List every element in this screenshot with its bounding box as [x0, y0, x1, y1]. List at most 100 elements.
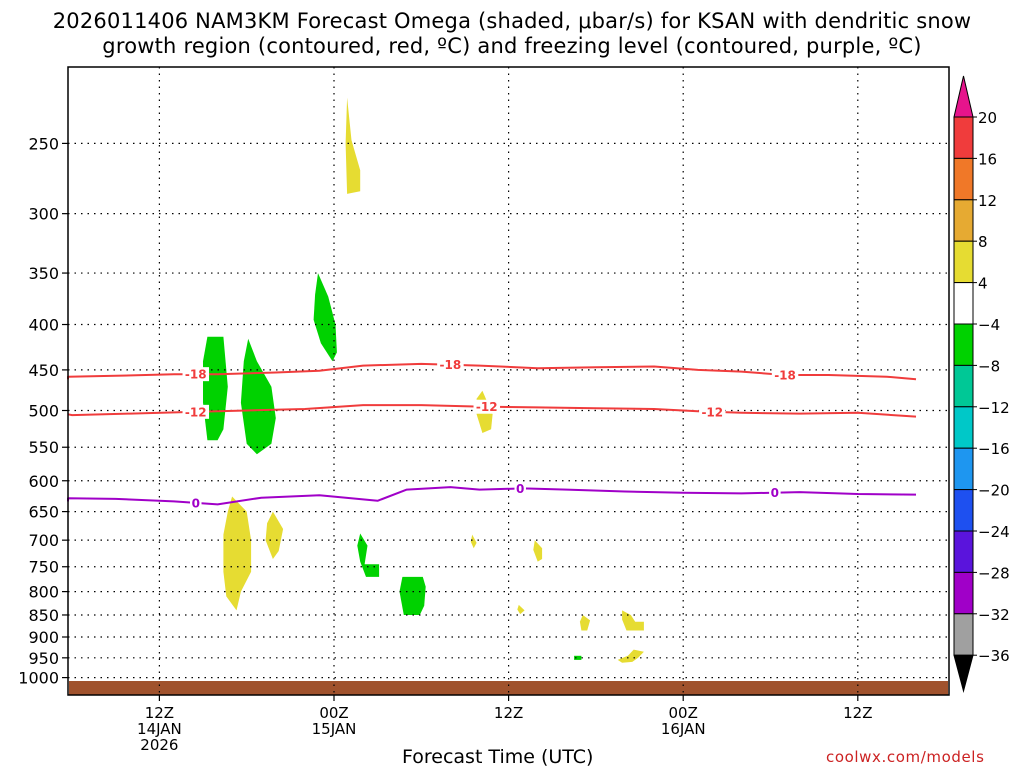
y-tick-label-500: 500 — [28, 402, 59, 421]
colorbar-segment-6 — [953, 364, 974, 408]
contour-label-dgz_-18: -18 — [185, 368, 207, 382]
colorbar-label: 16 — [978, 150, 997, 168]
y-tick-label-650: 650 — [28, 503, 59, 522]
y-tick-label-300: 300 — [28, 205, 59, 224]
omega-region-downward-1 — [345, 97, 361, 194]
omega-region-downward-8 — [579, 615, 591, 631]
y-axis-pressure: 250 300 350 400 450 500 550 600 650 700 750 800 850 9… — [18, 134, 68, 688]
omega-colorbar: 20 16 12 8 4 −4 −8 −12 −16 −20 −24 −28 −32 −36 — [953, 75, 1010, 693]
omega-region-downward-10 — [617, 649, 644, 663]
y-tick-label-600: 600 — [28, 472, 59, 491]
colorbar-label: 8 — [978, 233, 988, 251]
ground-surface — [69, 681, 948, 695]
x-tick-label: 2026 — [140, 736, 178, 754]
colorbar-label: −32 — [978, 606, 1010, 624]
colorbar-top-arrow — [953, 75, 974, 118]
omega-region-downward-3 — [223, 496, 252, 611]
x-tick-label: 00Z — [669, 704, 698, 722]
omega-shaded-regions — [203, 97, 644, 663]
colorbar-label: −8 — [978, 357, 1000, 375]
contour-freezing_0 — [67, 486, 917, 506]
colorbar-label: −28 — [978, 564, 1010, 582]
y-tick-label-700: 700 — [28, 531, 59, 550]
omega-region-upward-4 — [357, 533, 380, 577]
chart-title-line-2: growth region (contoured, red, ºC) and f… — [102, 34, 922, 58]
grid-lines — [68, 67, 949, 695]
colorbar-label: −24 — [978, 523, 1010, 541]
contour-label-bg — [182, 367, 210, 382]
y-tick-label-950: 950 — [28, 649, 59, 668]
contour-label-dgz_-18: -18 — [774, 369, 796, 383]
y-tick-label-450: 450 — [28, 361, 59, 380]
colorbar-segment-5 — [953, 323, 974, 366]
omega-region-downward-9 — [622, 610, 644, 631]
contour-label-dgz_-12: -12 — [701, 405, 723, 419]
contour-label-bg — [769, 485, 781, 500]
colorbar-segment-11 — [953, 571, 974, 615]
contour-label-dgz_-12: -12 — [476, 400, 498, 414]
colorbar-segment-8 — [953, 447, 974, 491]
y-tick-label-250: 250 — [28, 134, 59, 153]
y-tick-label-850: 850 — [28, 606, 59, 625]
contour-label-dgz_-18: -18 — [440, 358, 462, 372]
colorbar-label: −16 — [978, 440, 1010, 458]
colorbar-bottom-arrow — [953, 654, 974, 693]
contour-label-bg — [771, 368, 799, 383]
colorbar-label: 12 — [978, 192, 997, 210]
y-tick-label-900: 900 — [28, 628, 59, 647]
colorbar-segment-3 — [953, 240, 974, 284]
chart-title-line-1: 2026011406 NAM3KM Forecast Omega (shaded… — [52, 9, 972, 33]
y-tick-label-350: 350 — [28, 264, 59, 283]
omega-region-downward-6 — [533, 540, 543, 562]
colorbar-segment-9 — [953, 489, 974, 532]
colorbar-segment-10 — [953, 530, 974, 573]
omega-region-upward-3 — [313, 273, 337, 362]
colorbar-label: 4 — [978, 275, 988, 293]
colorbar-label: −36 — [978, 647, 1010, 665]
omega-region-upward-2 — [240, 338, 276, 455]
x-tick-label: 00Z — [319, 704, 348, 722]
omega-region-downward-4 — [265, 511, 284, 559]
temperature-contours: -18 -18 -18 -12 -12 -12 0 0 0 — [67, 357, 917, 510]
colorbar-segment-2 — [953, 199, 974, 242]
credit-link[interactable]: coolwx.com/models — [826, 748, 985, 766]
colorbar-label: −12 — [978, 399, 1010, 417]
contour-label-bg — [437, 357, 464, 372]
colorbar-label: −20 — [978, 482, 1010, 500]
y-tick-label-750: 750 — [28, 558, 59, 577]
y-tick-label-400: 400 — [28, 316, 59, 335]
omega-region-downward-5 — [470, 534, 477, 549]
omega-region-upward-5 — [399, 576, 426, 615]
contour-label-dgz_-12: -12 — [185, 405, 207, 419]
omega-region-upward-6 — [574, 655, 582, 660]
x-tick-label: 14JAN — [137, 720, 182, 738]
contour-label-freezing_0: 0 — [771, 486, 779, 500]
omega-region-downward-7 — [517, 604, 525, 615]
y-tick-label-550: 550 — [28, 438, 59, 457]
colorbar-segment-4 — [953, 282, 974, 325]
x-tick-label: 12Z — [145, 704, 174, 722]
contour-label-freezing_0: 0 — [516, 482, 524, 496]
contour-label-bg — [190, 495, 202, 510]
contour-label-freezing_0: 0 — [192, 496, 200, 510]
colorbar-segment-12 — [953, 613, 974, 656]
colorbar-label: 20 — [978, 109, 997, 127]
colorbar-segment-1 — [953, 157, 974, 201]
colorbar-segment-0 — [953, 116, 974, 159]
omega-region-upward-1 — [203, 336, 228, 441]
colorbar-segment-7 — [953, 406, 974, 449]
y-tick-label-800: 800 — [28, 583, 59, 602]
x-tick-label: 12Z — [843, 704, 872, 722]
contour-label-bg — [473, 399, 501, 414]
x-tick-label: 15JAN — [312, 720, 357, 738]
x-tick-label: 16JAN — [661, 720, 706, 738]
x-axis-title: Forecast Time (UTC) — [402, 746, 594, 768]
contour-label-bg — [514, 481, 526, 496]
y-tick-label-1000: 1000 — [18, 669, 59, 688]
colorbar-label: −4 — [978, 316, 1000, 334]
contour-label-bg — [182, 404, 210, 419]
ground-layer — [69, 681, 948, 695]
contour-label-bg — [699, 404, 726, 419]
